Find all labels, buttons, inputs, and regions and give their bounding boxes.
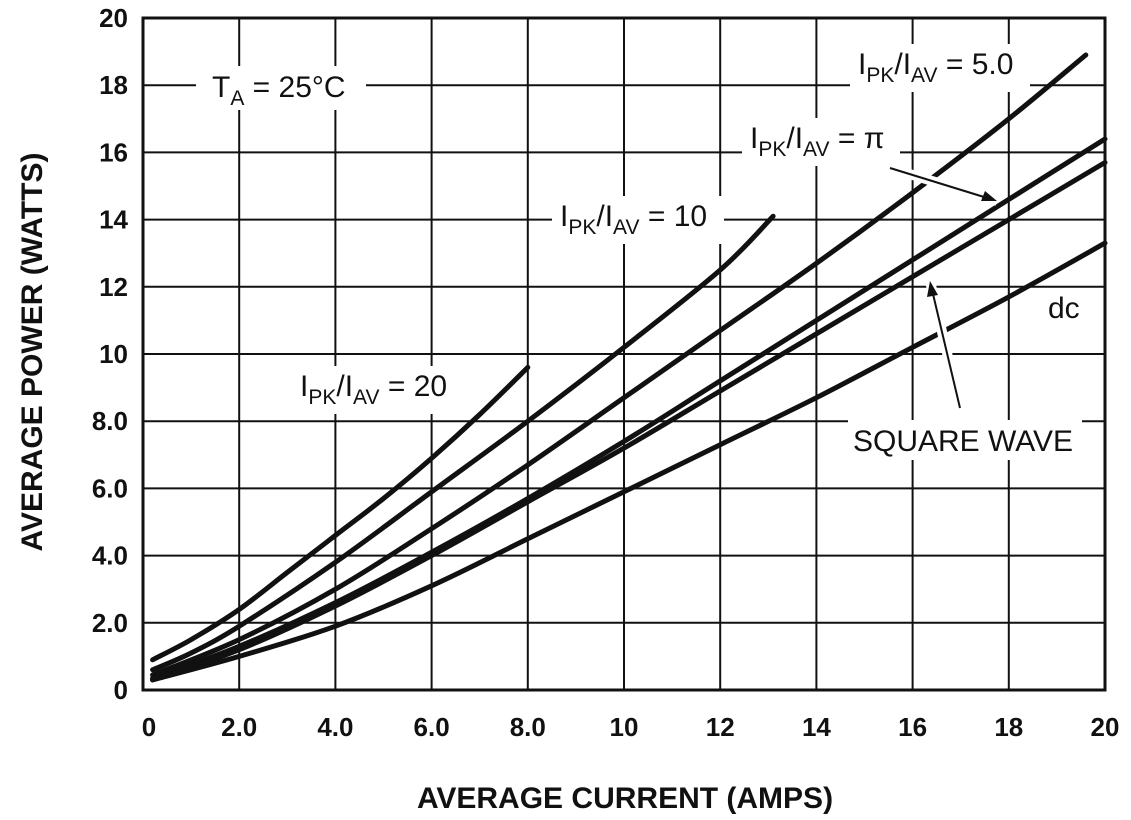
- y-axis-title: AVERAGE POWER (WATTS): [16, 153, 49, 552]
- x-tick-label: 10: [610, 712, 639, 742]
- square-arrow-shaft: [932, 293, 961, 409]
- svg-text:dc: dc: [1048, 292, 1080, 325]
- svg-text:IPK/IAV = 20: IPK/IAV = 20: [300, 370, 447, 409]
- y-tick-label: 8.0: [92, 406, 128, 436]
- y-tick-label: 18: [99, 70, 128, 100]
- square-wave-label: SQUARE WAVE: [848, 420, 1082, 460]
- curve-r10: [150, 213, 776, 673]
- svg-text:TA = 25°C: TA = 25°C: [212, 71, 346, 110]
- pi-arrow-head: [981, 191, 997, 201]
- ratio-20-label: IPK/IAV = 20: [292, 366, 464, 414]
- arrows: [888, 163, 999, 410]
- x-tick-label: 16: [898, 712, 927, 742]
- y-tick-label: 6.0: [92, 473, 128, 503]
- grid: [142, 17, 1106, 691]
- y-tick-label: 14: [99, 205, 128, 235]
- x-tick-label: 2.0: [221, 712, 257, 742]
- x-tick-label: 0: [142, 712, 156, 742]
- temperature-label: TA = 25°C: [196, 66, 366, 110]
- x-tick-label: 18: [994, 712, 1023, 742]
- curve-dc: [150, 240, 1108, 683]
- curve-square: [150, 160, 1108, 683]
- pi-arrow-shaft: [889, 167, 985, 198]
- x-tick-label: 6.0: [414, 712, 450, 742]
- x-tick-label: 20: [1091, 712, 1120, 742]
- x-tick-label: 12: [706, 712, 735, 742]
- ratio-10-label: IPK/IAV = 10: [552, 196, 724, 244]
- curve-r20: [150, 364, 531, 663]
- ratio-5-label: IPK/IAV = 5.0: [850, 44, 1030, 92]
- plot-frame: [141, 16, 1107, 692]
- dc-label: dc: [1044, 290, 1092, 326]
- svg-text:IPK/IAV = π: IPK/IAV = π: [750, 122, 884, 161]
- svg-text:IPK/IAV = 10: IPK/IAV = 10: [560, 200, 707, 239]
- svg-text:IPK/IAV = 5.0: IPK/IAV = 5.0: [858, 48, 1013, 87]
- x-tick-label: 8.0: [510, 712, 546, 742]
- y-tick-label: 2.0: [92, 608, 128, 638]
- y-tick-label: 10: [99, 339, 128, 369]
- curve-r5: [150, 52, 1089, 678]
- y-tick-label: 16: [99, 137, 128, 167]
- square-arrow-head: [927, 281, 938, 297]
- x-tick-label: 4.0: [317, 712, 353, 742]
- curve-rpi: [150, 136, 1108, 681]
- y-tick-label: 0: [114, 675, 128, 705]
- tick-labels: 0 2.0 4.0 6.0 8.0 10 12 14 16 18 20 0 2.0 4.0 6.0 8.0 10…: [92, 3, 1120, 742]
- ratio-pi-label: IPK/IAV = π: [742, 118, 900, 166]
- y-tick-label: 20: [99, 3, 128, 33]
- y-tick-label: 4.0: [92, 541, 128, 571]
- x-axis-title: AVERAGE CURRENT (AMPS): [417, 782, 833, 815]
- curves: [150, 52, 1108, 683]
- x-tick-label: 14: [802, 712, 831, 742]
- y-tick-label: 12: [99, 272, 128, 302]
- svg-text:SQUARE WAVE: SQUARE WAVE: [853, 425, 1073, 458]
